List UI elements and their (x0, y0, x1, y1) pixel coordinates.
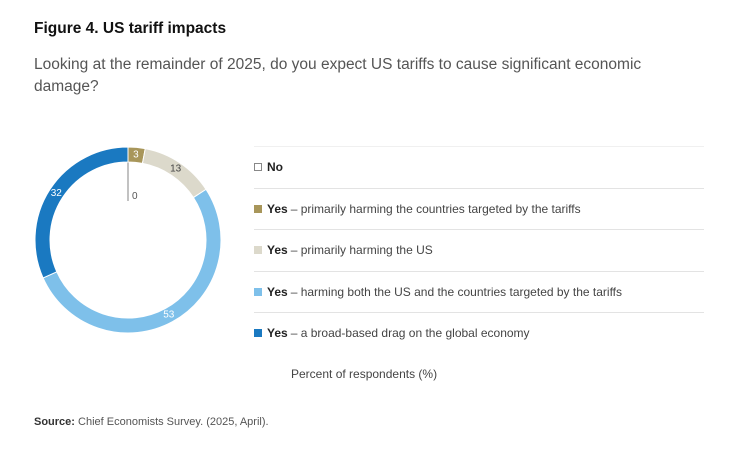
donut-label-yes-4: 32 (51, 188, 63, 199)
legend-label-bold: Yes (267, 284, 288, 299)
donut-chart: 0 3 13 53 32 (34, 146, 222, 334)
donut-slice-yes-4 (34, 146, 129, 279)
legend-item-yes-global: Yes – a broad-based drag on the global e… (254, 312, 704, 354)
legend-item-no: No (254, 146, 704, 188)
legend-item-yes-both: Yes – harming both the US and the countr… (254, 270, 704, 313)
source-label: Source: (34, 416, 75, 428)
legend-swatch-yes-both (254, 287, 262, 296)
figure-title: Figure 4. US tariff impacts (34, 20, 227, 37)
donut-label-yes-1: 3 (133, 149, 139, 160)
legend-label-bold: Yes (267, 201, 288, 216)
legend-label-bold: Yes (267, 326, 288, 341)
chart-legend: No Yes – primarily harming the countries… (254, 146, 704, 354)
legend-label-bold: No (267, 160, 283, 175)
legend-label-text: – primarily harming the US (290, 243, 433, 258)
legend-label-text: – harming both the US and the countries … (290, 284, 623, 299)
legend-swatch-no (254, 163, 262, 172)
legend-label-text: – a broad-based drag on the global econo… (290, 326, 530, 341)
legend-item-yes-us: Yes – primarily harming the US (254, 229, 704, 271)
donut-label-yes-2: 13 (170, 164, 182, 175)
legend-swatch-yes-us (254, 246, 262, 255)
figure-subtitle: Looking at the remainder of 2025, do you… (34, 56, 642, 95)
legend-label-text: – primarily harming the countries target… (290, 201, 581, 216)
unit-label: Percent of respondents (%) (291, 367, 438, 381)
donut-label-no-0: 0 (132, 191, 138, 202)
legend-label-bold: Yes (267, 243, 288, 258)
legend-swatch-yes-targeted (254, 204, 262, 213)
legend-item-yes-targeted: Yes – primarily harming the countries ta… (254, 187, 704, 230)
source-text: Chief Economists Survey. (2025, April). (78, 416, 269, 428)
source-note: Source: Chief Economists Survey. (2025, … (34, 416, 269, 428)
donut-label-yes-3: 53 (163, 310, 175, 321)
legend-swatch-yes-global (254, 329, 262, 338)
donut-slice-yes-3 (42, 188, 222, 334)
